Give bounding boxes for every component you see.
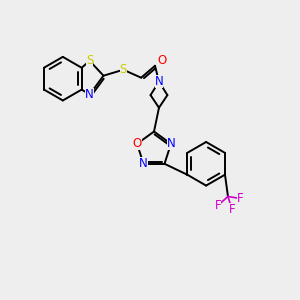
- Text: O: O: [132, 137, 142, 150]
- Text: N: N: [167, 137, 176, 150]
- Text: S: S: [120, 63, 127, 76]
- Text: F: F: [215, 199, 221, 212]
- Text: S: S: [86, 54, 93, 67]
- Text: N: N: [139, 157, 148, 170]
- Text: N: N: [154, 75, 163, 88]
- Text: F: F: [236, 192, 243, 205]
- Text: N: N: [85, 88, 94, 101]
- Text: F: F: [229, 203, 235, 216]
- Text: O: O: [157, 54, 167, 67]
